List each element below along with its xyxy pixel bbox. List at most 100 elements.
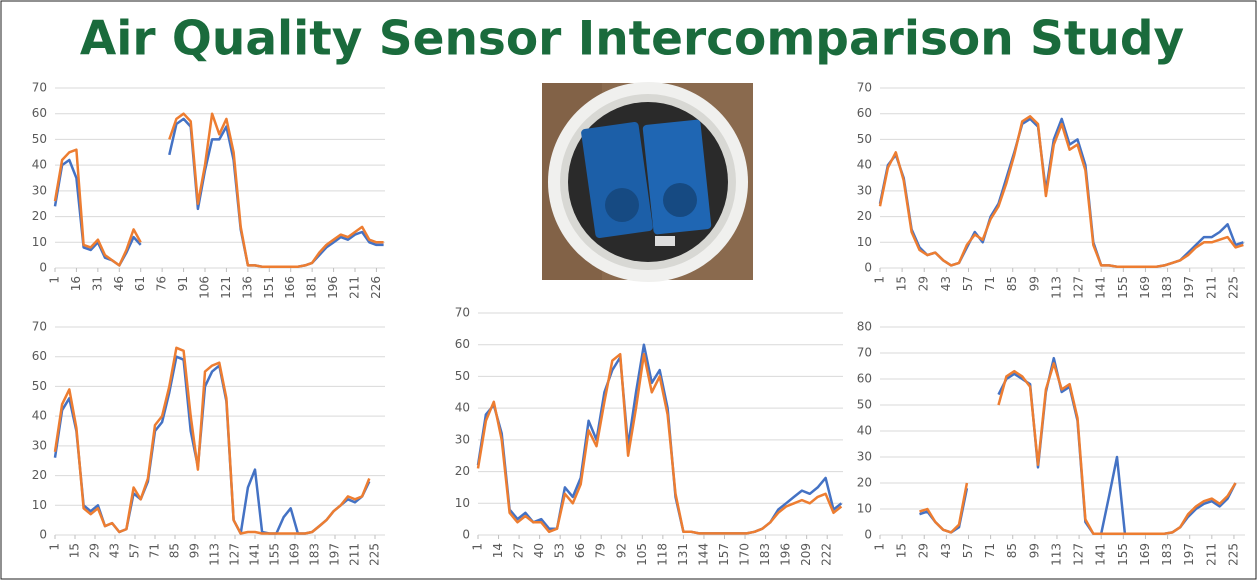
x-tick-label: 43 (939, 543, 953, 558)
x-tick-label: 106 (198, 276, 212, 299)
y-tick-label: 70 (32, 320, 47, 334)
x-tick-label: 79 (594, 543, 608, 558)
y-tick-label: 10 (455, 496, 470, 510)
x-tick-label: 196 (326, 276, 340, 299)
x-tick-label: 211 (1204, 543, 1218, 566)
y-tick-label: 70 (857, 346, 872, 360)
x-tick-label: 169 (1138, 276, 1152, 299)
x-tick-label: 14 (491, 543, 505, 558)
x-tick-label: 222 (820, 543, 834, 566)
y-tick-label: 70 (857, 81, 872, 95)
x-tick-label: 113 (208, 543, 222, 566)
x-tick-label: 136 (240, 276, 254, 299)
x-tick-label: 127 (1072, 276, 1086, 299)
y-tick-label: 30 (455, 432, 470, 446)
chart: 0 10 20 30 40 50 60 70 1 14 27 40 53 66 79 92 105 118 131 1… (455, 306, 843, 566)
y-tick-label: 40 (857, 158, 872, 172)
x-tick-label: 169 (1138, 543, 1152, 566)
x-tick-label: 226 (369, 276, 383, 299)
x-tick-label: 85 (1005, 543, 1019, 558)
data-line (919, 362, 1237, 535)
x-tick-label: 211 (348, 276, 362, 299)
x-tick-label: 57 (128, 543, 142, 558)
chart: 0 10 20 30 40 50 60 70 1 15 29 43 57 71 85 99 113 127 141 1… (857, 81, 1245, 299)
y-tick-label: 60 (857, 106, 872, 120)
x-tick-label: 57 (961, 276, 975, 291)
x-tick-label: 92 (614, 543, 628, 558)
x-tick-label: 66 (573, 543, 587, 558)
x-tick-label: 183 (758, 543, 772, 566)
data-line (476, 343, 843, 535)
x-tick-label: 151 (262, 276, 276, 299)
x-tick-label: 15 (68, 543, 82, 558)
x-tick-label: 15 (895, 543, 909, 558)
y-tick-label: 30 (857, 183, 872, 197)
x-tick-label: 76 (155, 276, 169, 291)
x-tick-label: 197 (328, 543, 342, 566)
y-tick-label: 40 (857, 424, 872, 438)
x-tick-label: 155 (1116, 543, 1130, 566)
chart: 0 10 20 30 40 50 60 70 1 15 29 43 57 71 85 99 113 127 141 1… (32, 320, 385, 566)
x-tick-label: 141 (248, 543, 262, 566)
slide-title: Air Quality Sensor Intercomparison Study (80, 12, 1184, 67)
x-tick-label: 71 (983, 276, 997, 291)
y-tick-label: 50 (455, 369, 470, 383)
x-tick-label: 211 (348, 543, 362, 566)
x-tick-label: 29 (88, 543, 102, 558)
x-tick-label: 169 (288, 543, 302, 566)
x-tick-label: 131 (676, 543, 690, 566)
y-tick-label: 10 (857, 235, 872, 249)
x-tick-label: 91 (176, 276, 190, 291)
x-tick-label: 113 (1049, 543, 1063, 566)
y-tick-label: 50 (857, 132, 872, 146)
x-tick-label: 46 (112, 276, 126, 291)
x-tick-label: 1 (471, 543, 485, 551)
y-tick-label: 40 (32, 158, 47, 172)
y-tick-label: 20 (455, 464, 470, 478)
y-tick-label: 50 (857, 398, 872, 412)
data-line (476, 352, 843, 535)
y-tick-label: 50 (32, 379, 47, 393)
data-line (878, 115, 1244, 268)
x-tick-label: 209 (799, 543, 813, 566)
x-tick-label: 43 (939, 276, 953, 291)
x-tick-label: 43 (108, 543, 122, 558)
x-tick-label: 85 (1005, 276, 1019, 291)
y-tick-label: 10 (857, 502, 872, 516)
y-tick-label: 60 (455, 337, 470, 351)
y-tick-label: 40 (32, 409, 47, 423)
x-tick-label: 196 (779, 543, 793, 566)
x-tick-label: 1 (48, 543, 62, 551)
x-tick-label: 40 (532, 543, 546, 558)
x-tick-label: 99 (1027, 543, 1041, 558)
x-tick-label: 155 (268, 543, 282, 566)
y-tick-label: 10 (32, 235, 47, 249)
sensor-photo (542, 82, 753, 282)
x-tick-label: 57 (961, 543, 975, 558)
x-tick-label: 183 (308, 543, 322, 566)
y-tick-label: 0 (462, 528, 470, 542)
x-tick-label: 118 (655, 543, 669, 566)
x-tick-label: 1 (873, 276, 887, 284)
y-tick-label: 60 (32, 106, 47, 120)
y-tick-label: 20 (32, 468, 47, 482)
x-tick-label: 170 (738, 543, 752, 566)
x-tick-label: 155 (1116, 276, 1130, 299)
x-tick-label: 31 (90, 276, 104, 291)
x-tick-label: 99 (188, 543, 202, 558)
x-tick-label: 71 (148, 543, 162, 558)
x-tick-label: 197 (1182, 543, 1196, 566)
y-tick-label: 60 (32, 349, 47, 363)
y-tick-label: 0 (39, 261, 47, 275)
x-tick-label: 225 (368, 543, 382, 566)
y-tick-label: 20 (857, 209, 872, 223)
x-tick-label: 29 (917, 276, 931, 291)
x-tick-label: 27 (512, 543, 526, 558)
y-tick-label: 60 (857, 372, 872, 386)
x-tick-label: 141 (1094, 543, 1108, 566)
x-tick-label: 85 (168, 543, 182, 558)
x-tick-label: 29 (917, 543, 931, 558)
x-tick-label: 144 (696, 543, 710, 566)
